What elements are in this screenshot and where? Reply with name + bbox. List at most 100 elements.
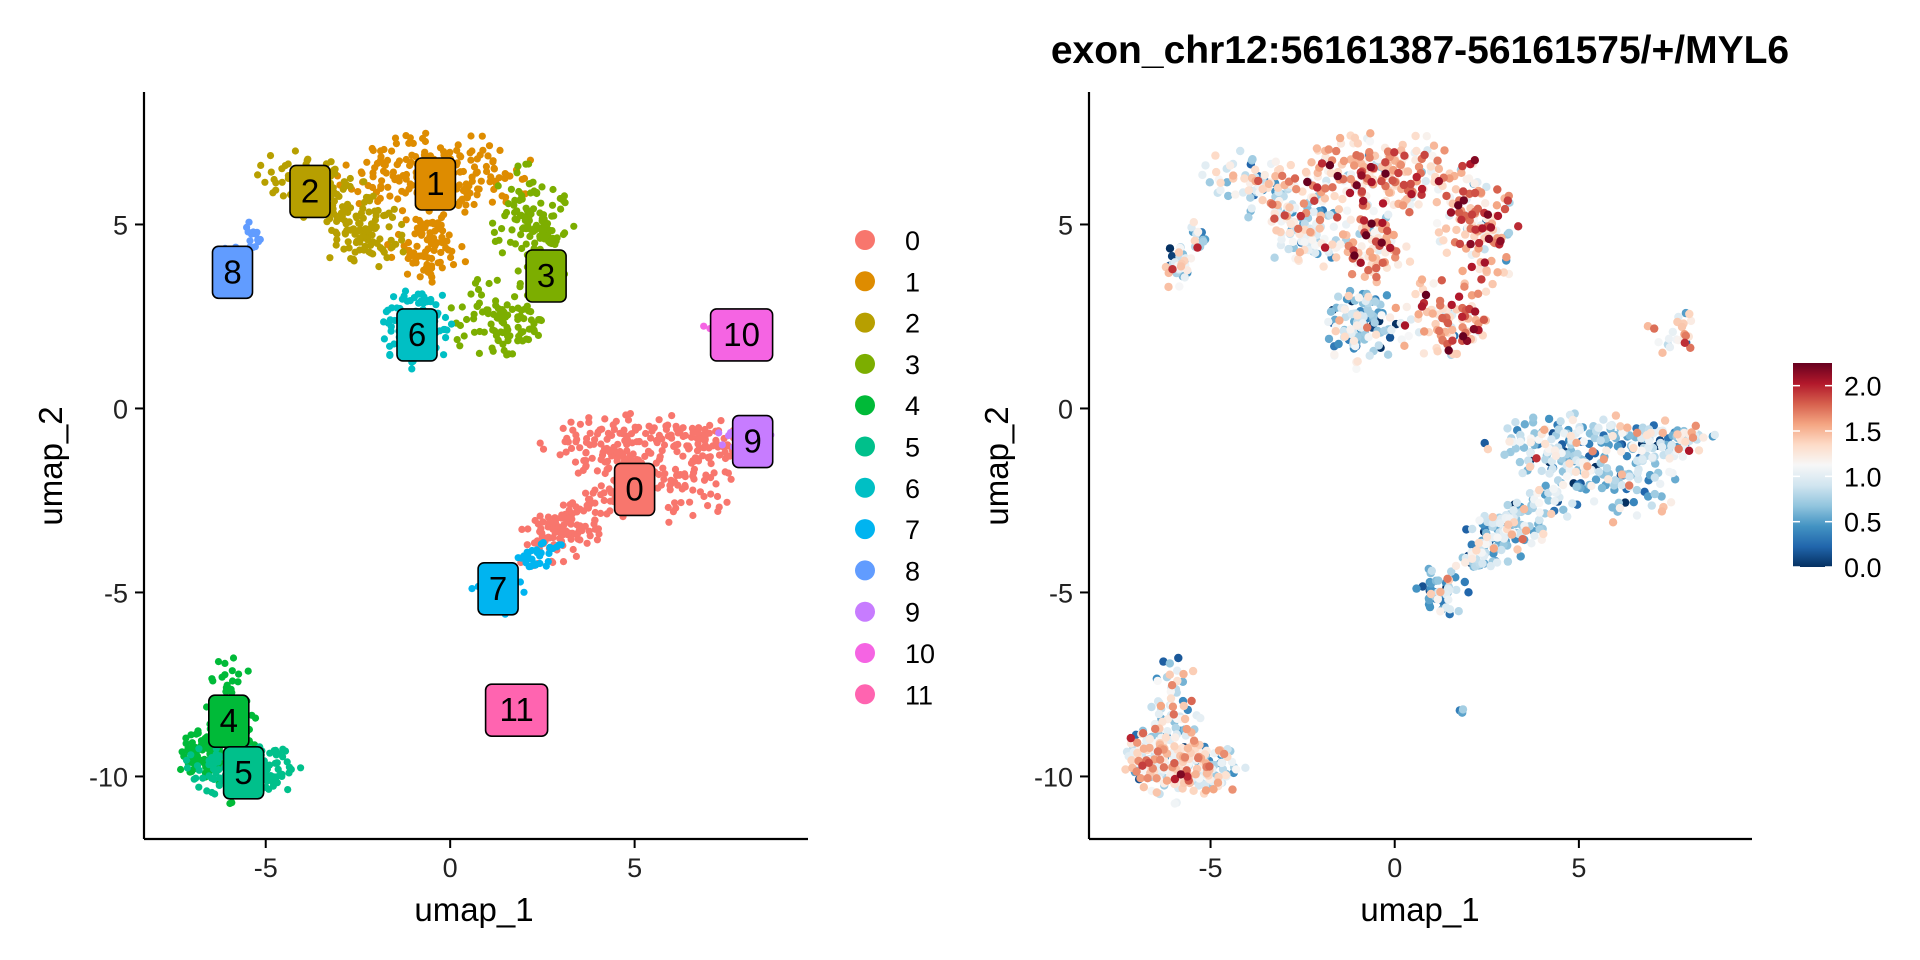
- cluster-point: [458, 243, 466, 251]
- expression-point: [1617, 481, 1627, 490]
- expression-point: [1685, 309, 1694, 319]
- expression-point: [1525, 462, 1535, 471]
- cluster-point: [427, 239, 435, 248]
- expression-point: [1493, 211, 1503, 221]
- cluster-point: [471, 279, 480, 287]
- cluster-point: [648, 427, 656, 435]
- cluster-label-5: 5: [222, 745, 265, 800]
- cluster-point: [516, 280, 524, 288]
- expression-point: [1175, 282, 1184, 291]
- cluster-point: [406, 297, 414, 305]
- x-tick-label: 0: [443, 853, 458, 883]
- cluster-point: [368, 220, 376, 228]
- expression-point: [1462, 175, 1471, 184]
- expression-point: [1344, 291, 1353, 301]
- cluster-point: [368, 231, 376, 239]
- expression-point: [1427, 566, 1437, 575]
- expression-point: [1385, 333, 1395, 342]
- cluster-point: [567, 535, 575, 543]
- cluster-point: [564, 438, 572, 446]
- cluster-point: [576, 444, 584, 452]
- expression-point: [1545, 469, 1554, 478]
- cluster-point: [456, 321, 464, 330]
- legend-label: 3: [905, 350, 920, 380]
- expression-point: [1329, 222, 1339, 231]
- cluster-point: [581, 522, 589, 530]
- expression-point: [1505, 437, 1514, 446]
- cluster-point: [575, 527, 583, 535]
- expression-point: [1454, 208, 1464, 217]
- cluster-point: [485, 142, 494, 150]
- expression-point: [1467, 540, 1476, 549]
- expression-point: [1477, 275, 1486, 284]
- expression-point: [1411, 289, 1420, 299]
- expression-point: [1483, 445, 1493, 454]
- expression-point: [1544, 414, 1554, 424]
- cluster-point: [585, 414, 593, 422]
- expression-point: [1691, 421, 1701, 430]
- cluster-point: [537, 199, 545, 207]
- expression-point: [1219, 749, 1229, 759]
- cluster-point: [427, 298, 435, 306]
- expression-point: [1126, 733, 1136, 743]
- cluster-point: [599, 448, 607, 456]
- expression-point: [1447, 300, 1456, 310]
- cluster-point: [284, 786, 292, 794]
- cluster-point: [351, 230, 359, 238]
- colorbar-tick-label: 1.5: [1844, 417, 1882, 447]
- cluster-point: [572, 552, 581, 561]
- expression-point: [1454, 201, 1463, 210]
- legend-item-0: 0: [855, 226, 920, 256]
- expression-point: [1307, 158, 1316, 167]
- cluster-point: [447, 253, 455, 261]
- expression-point: [1171, 723, 1181, 733]
- expression-point: [1300, 238, 1309, 247]
- expression-point: [1165, 659, 1175, 668]
- expression-point: [1568, 499, 1577, 508]
- cluster-label-1: 1: [414, 157, 457, 211]
- cluster-label-6: 6: [396, 308, 438, 362]
- cluster-point: [559, 558, 568, 566]
- cluster-point: [557, 205, 565, 213]
- expression-point: [1303, 177, 1312, 187]
- cluster-point: [537, 549, 545, 557]
- expression-point: [1400, 151, 1409, 160]
- expression-point: [1481, 287, 1491, 296]
- cluster-point: [705, 454, 713, 462]
- cluster-point: [499, 340, 507, 348]
- cluster-point: [415, 299, 423, 307]
- cluster-point: [721, 468, 729, 476]
- cluster-point: [453, 336, 461, 344]
- expression-point: [1420, 327, 1429, 336]
- legend-swatch: [855, 684, 875, 705]
- expression-point: [1680, 338, 1690, 347]
- cluster-point: [548, 227, 556, 235]
- expression-point: [1306, 227, 1315, 237]
- cluster-point: [447, 304, 455, 312]
- expression-point: [1241, 763, 1250, 772]
- cluster-point: [421, 137, 429, 146]
- x-axis-title: umap_1: [414, 891, 533, 928]
- cluster-point: [569, 426, 577, 434]
- cluster-point: [569, 545, 577, 554]
- cluster-point: [267, 168, 275, 176]
- cluster-point: [582, 457, 590, 465]
- expression-point: [1515, 457, 1525, 467]
- legend-swatch: [855, 312, 875, 333]
- cluster-point: [291, 147, 299, 155]
- expression-point: [1481, 199, 1490, 208]
- cluster-point: [475, 299, 483, 307]
- cluster-point: [672, 504, 680, 512]
- cluster-point: [475, 185, 483, 193]
- cluster-point: [529, 561, 537, 569]
- expression-point: [1417, 302, 1427, 311]
- cluster-point: [372, 212, 380, 220]
- expression-point: [1492, 558, 1502, 567]
- cluster-point: [342, 161, 350, 169]
- expression-point: [1470, 307, 1480, 316]
- expression-point: [1196, 713, 1205, 723]
- cluster-point: [381, 161, 389, 169]
- expression-point: [1710, 430, 1720, 440]
- expression-point: [1270, 214, 1279, 223]
- expression-point: [1272, 226, 1281, 235]
